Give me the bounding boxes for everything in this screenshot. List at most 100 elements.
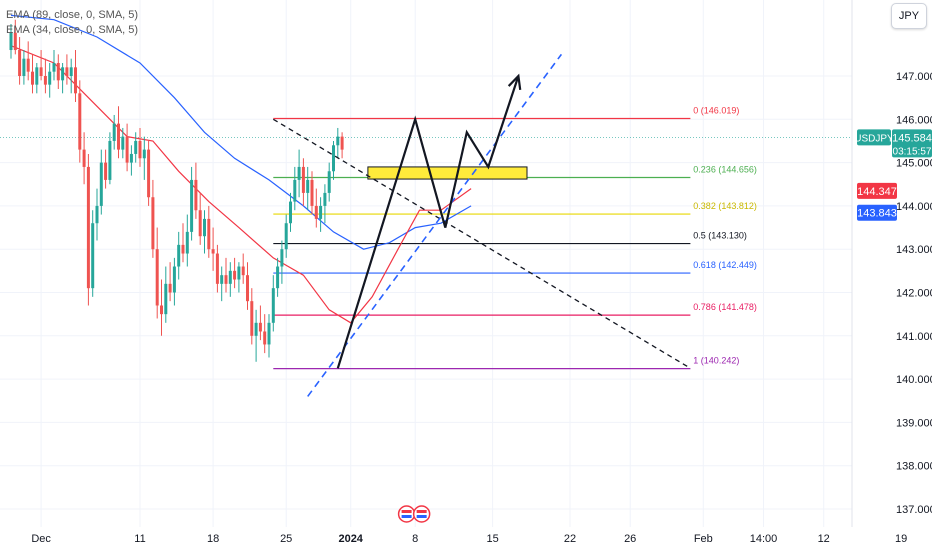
- candle-body: [172, 266, 176, 293]
- candle-body: [39, 67, 43, 76]
- drawings[interactable]: [272, 53, 691, 397]
- fib-level-label: 0.786 (141.478): [693, 302, 757, 312]
- price-tick-label: 142.000: [896, 288, 932, 300]
- time-tick-label: 2024: [338, 533, 363, 545]
- candle-body: [18, 50, 22, 76]
- time-tick-label: 25: [280, 533, 292, 545]
- legend-ema34[interactable]: EMA (34, close, 0, SMA, 5): [6, 24, 139, 36]
- ema-price-label: 144.347: [857, 186, 897, 198]
- time-axis[interactable]: [0, 527, 932, 550]
- currency-button[interactable]: JPY: [891, 3, 927, 29]
- candle-body: [314, 205, 318, 219]
- candle-body: [121, 136, 125, 150]
- price-tick-label: 141.000: [896, 331, 932, 343]
- flag-stripe: [416, 515, 427, 518]
- candle-body: [9, 32, 13, 51]
- fibonacci-retracement[interactable]: 0 (146.019) 0.236 (144.656) 0.382 (143.812…: [0, 105, 852, 370]
- flag-stripe: [401, 510, 412, 513]
- candle-body: [56, 63, 60, 81]
- candle-body: [203, 218, 206, 237]
- candle-body: [289, 201, 292, 224]
- legend-ema89[interactable]: EMA (89, close, 0, SMA, 5): [6, 9, 139, 21]
- time-tick-label: 14:00: [750, 533, 778, 545]
- candle-body: [211, 249, 215, 254]
- candle-body: [301, 166, 305, 193]
- candle-body: [271, 288, 275, 323]
- flag-stripe: [416, 510, 427, 513]
- candle-body: [99, 162, 103, 206]
- candle-body: [323, 192, 327, 206]
- time-tick-label: 15: [486, 533, 498, 545]
- candle-body: [267, 322, 271, 345]
- candle-body: [129, 153, 133, 163]
- price-tick-label: 144.000: [896, 201, 932, 213]
- candle-body: [48, 71, 52, 85]
- fib-level-label: 0.382 (143.812): [693, 201, 757, 211]
- candle-body: [310, 179, 314, 206]
- candle-body: [91, 223, 95, 289]
- ema-price-badge: [857, 204, 897, 221]
- time-tick-label: 26: [624, 533, 636, 545]
- candle-body: [151, 197, 155, 250]
- candle-body: [185, 231, 189, 254]
- price-axis[interactable]: [852, 0, 932, 550]
- time-tick-label: 8: [412, 533, 418, 545]
- candle-body: [95, 205, 99, 224]
- candle-body: [74, 67, 77, 94]
- price-tick-label: 137.000: [896, 504, 932, 516]
- price-tick-label: 138.000: [896, 461, 932, 473]
- time-tick-label: 12: [818, 533, 830, 545]
- candle-body: [241, 266, 245, 276]
- candles: [9, 19, 344, 362]
- candle-body: [164, 283, 168, 315]
- candle-body: [125, 136, 129, 163]
- candle-body: [293, 179, 297, 202]
- price-tick-label: 143.000: [896, 244, 932, 256]
- candle-body: [142, 149, 146, 159]
- trendline-up[interactable]: [307, 53, 563, 397]
- price-tick-label: 145.000: [896, 158, 932, 170]
- candle-body: [233, 270, 237, 280]
- price-tick-label: 139.000: [896, 417, 932, 429]
- candle-body: [108, 140, 112, 180]
- current-price-badge: [892, 129, 932, 158]
- fib-level-label: 0.5 (143.130): [693, 231, 747, 241]
- projection-path[interactable]: [336, 75, 520, 369]
- time-tick-label: 22: [564, 533, 576, 545]
- candle-body: [284, 223, 288, 250]
- us-flag-event-icon[interactable]: [412, 505, 431, 523]
- candle-body: [82, 149, 86, 167]
- us-flag-event-icon[interactable]: [397, 505, 416, 523]
- candle-body: [104, 162, 108, 180]
- ema-price-label: 143.843: [857, 208, 897, 220]
- candle-body: [258, 322, 262, 332]
- time-tick-label: Dec: [31, 533, 51, 545]
- candle-body: [43, 76, 47, 85]
- candle-body: [207, 218, 211, 250]
- ema-price-badge: [857, 182, 897, 199]
- fib-level-label: 0.618 (142.449): [693, 260, 757, 270]
- candle-body: [52, 63, 56, 72]
- price-tick-label: 140.000: [896, 374, 932, 386]
- candle-body: [31, 71, 34, 85]
- candle-body: [155, 249, 159, 306]
- support-zone[interactable]: [367, 166, 528, 180]
- candle-body: [190, 179, 194, 232]
- candle-body: [22, 58, 26, 76]
- flag-stripe: [401, 515, 412, 518]
- countdown-timer: 03:15:57: [893, 146, 932, 157]
- candle-body: [65, 67, 69, 76]
- candle-body: [215, 253, 219, 284]
- grid: [0, 0, 902, 527]
- time-tick-label: 11: [134, 533, 145, 545]
- symbol-badge: [857, 129, 891, 146]
- candle-body: [138, 140, 142, 159]
- candle-body: [35, 67, 39, 85]
- candle-body: [160, 305, 163, 315]
- fib-level-label: 0.236 (144.656): [693, 164, 757, 174]
- candle-body: [276, 266, 280, 289]
- candle-body: [147, 149, 151, 198]
- candle-body: [220, 275, 224, 284]
